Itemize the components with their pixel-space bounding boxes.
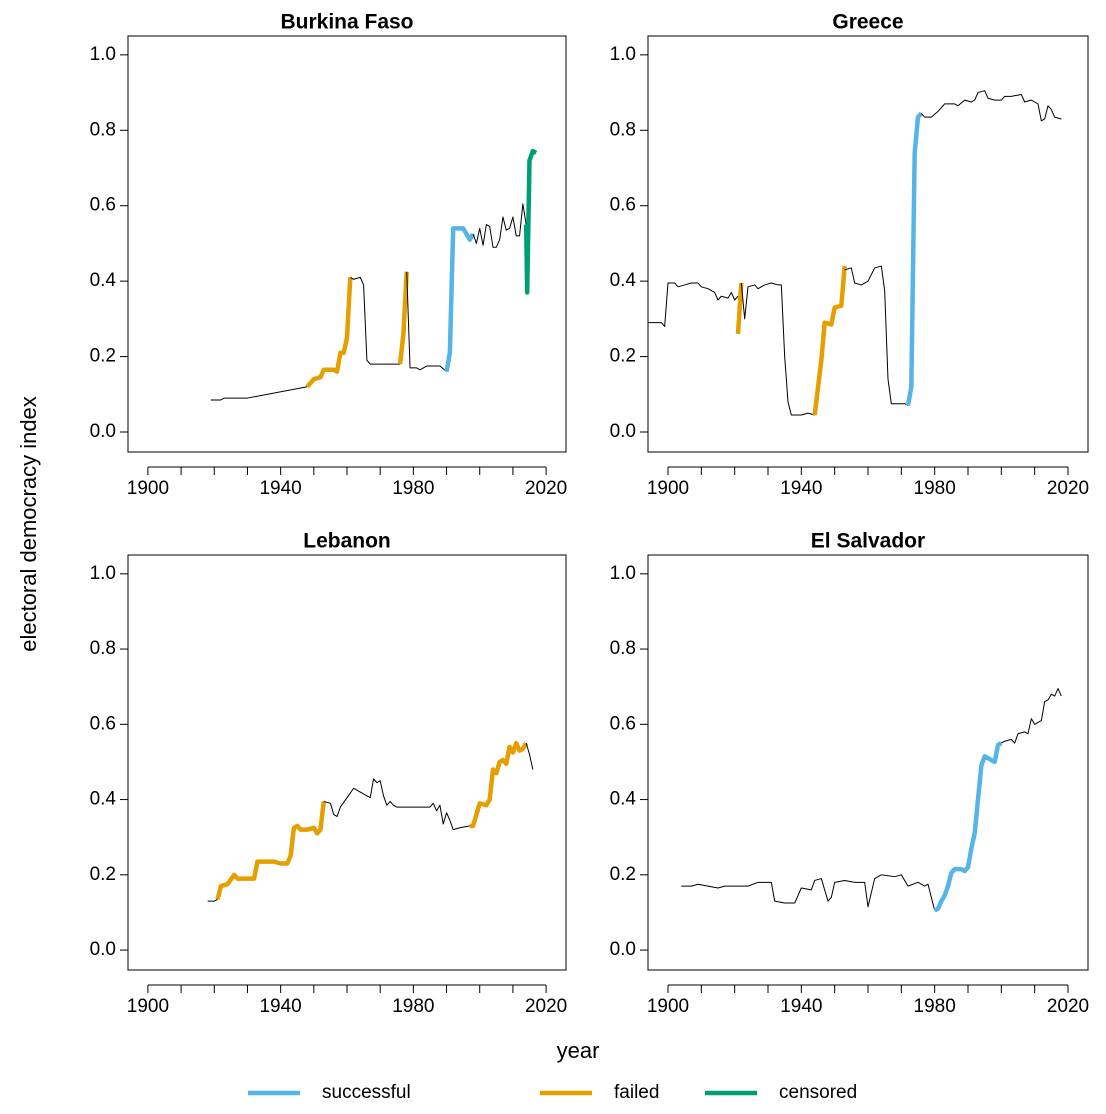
legend-label: censored xyxy=(779,1082,857,1103)
panel-title: Greece xyxy=(832,11,903,34)
x-tick-label: 1980 xyxy=(914,996,956,1017)
x-tick-label: 2020 xyxy=(525,478,567,499)
series-line xyxy=(740,282,815,416)
x-tick-label: 2020 xyxy=(525,996,567,1017)
y-tick-label: 0.2 xyxy=(610,864,636,885)
series-line xyxy=(1001,688,1062,744)
series-line xyxy=(525,742,534,770)
y-tick-label: 0.2 xyxy=(610,346,636,367)
x-tick-label: 2020 xyxy=(1047,996,1089,1017)
plot-frame xyxy=(647,554,1089,971)
series-line xyxy=(397,271,409,365)
y-tick-label: 1.0 xyxy=(90,44,116,65)
x-tick-label: 1980 xyxy=(392,996,434,1017)
x-axis-label: year xyxy=(557,1038,600,1063)
series-line xyxy=(406,271,447,373)
y-tick-label: 0.2 xyxy=(90,346,116,367)
y-tick-label: 0.4 xyxy=(90,270,117,291)
panel-title: Lebanon xyxy=(303,530,391,553)
series-line xyxy=(210,386,308,401)
x-tick-label: 1900 xyxy=(647,478,689,499)
y-tick-label: 0.0 xyxy=(90,939,116,960)
y-axis-label: electoral democracy index xyxy=(16,396,41,652)
series-line xyxy=(215,801,327,900)
y-tick-label: 0.8 xyxy=(90,638,116,659)
x-tick-label: 1900 xyxy=(127,478,169,499)
y-tick-label: 0.8 xyxy=(90,119,116,140)
legend-label: successful xyxy=(322,1082,411,1103)
series-line xyxy=(305,277,353,389)
x-tick-label: 1900 xyxy=(647,996,689,1017)
y-tick-label: 0.8 xyxy=(610,119,636,140)
plot-frame xyxy=(127,554,567,971)
x-tick-label: 1980 xyxy=(914,478,956,499)
series-line xyxy=(844,265,909,407)
series-line xyxy=(207,898,218,902)
y-tick-label: 0.0 xyxy=(90,421,116,442)
y-tick-label: 0.0 xyxy=(610,939,636,960)
series-line xyxy=(681,874,936,911)
y-tick-label: 1.0 xyxy=(610,44,636,65)
panel-title: Burkina Faso xyxy=(280,11,413,34)
series-line xyxy=(472,203,527,248)
y-tick-label: 0.4 xyxy=(610,270,637,291)
series-line xyxy=(812,265,847,416)
series-line xyxy=(920,90,1062,122)
panel-title: El Salvador xyxy=(811,530,925,553)
y-tick-label: 0.0 xyxy=(610,421,636,442)
series-line xyxy=(350,276,401,365)
series-line xyxy=(323,778,470,831)
y-tick-label: 0.6 xyxy=(610,713,636,734)
series-line xyxy=(905,111,924,407)
series-line xyxy=(444,226,476,373)
x-tick-label: 1900 xyxy=(127,996,169,1017)
plot-frame xyxy=(127,35,567,453)
series-line xyxy=(933,741,1003,913)
series-line xyxy=(469,740,529,829)
y-tick-label: 0.2 xyxy=(90,864,116,885)
x-tick-label: 1940 xyxy=(780,478,822,499)
legend-label: failed xyxy=(614,1082,659,1103)
series-line xyxy=(648,282,739,327)
series-line xyxy=(735,282,744,335)
y-tick-label: 0.6 xyxy=(90,195,116,216)
y-tick-label: 1.0 xyxy=(610,563,636,584)
y-tick-label: 0.8 xyxy=(610,638,636,659)
x-tick-label: 1940 xyxy=(780,996,822,1017)
y-tick-label: 0.4 xyxy=(90,789,117,810)
x-tick-label: 2020 xyxy=(1047,478,1089,499)
series-line xyxy=(523,148,538,295)
y-tick-label: 0.6 xyxy=(90,713,116,734)
y-tick-label: 1.0 xyxy=(90,563,116,584)
y-tick-label: 0.6 xyxy=(610,195,636,216)
x-tick-label: 1940 xyxy=(259,996,301,1017)
plot-frame xyxy=(647,35,1089,453)
x-tick-label: 1980 xyxy=(392,478,434,499)
y-tick-label: 0.4 xyxy=(610,789,637,810)
x-tick-label: 1940 xyxy=(259,478,301,499)
